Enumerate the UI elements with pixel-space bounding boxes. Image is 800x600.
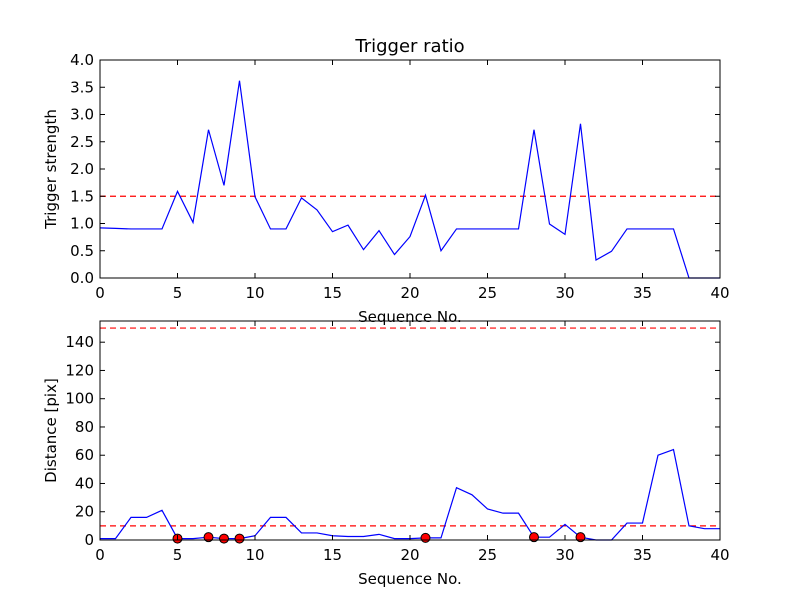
c2-y-tick-label: 80 [75, 418, 94, 436]
c2-plot-frame [99, 320, 721, 541]
c2-x-tick-label: 15 [323, 546, 342, 564]
c2-x-tick-label: 0 [95, 546, 105, 564]
c2-y-tick-label: 140 [65, 333, 94, 351]
c2-y-tick-label: 0 [84, 531, 94, 549]
c1-x-tick-label: 40 [710, 284, 729, 302]
c1-x-tick-label: 25 [478, 284, 497, 302]
c2-y-tick-label: 60 [75, 446, 94, 464]
c2-trigger-marker [234, 533, 245, 544]
trigger-ratio-chart: 0 5 10 15 20 25 30 35 40 0.0 0.5 1.0 1.5 2.0 2.5 3.0 3.5… [42, 36, 730, 326]
c1-y-tick-label: 2.5 [70, 133, 94, 151]
c2-x-tick-label: 20 [400, 546, 419, 564]
c2-y-tick-label: 100 [65, 390, 94, 408]
c1-chart-title: Trigger ratio [354, 36, 464, 57]
c1-series-line-0 [99, 80, 720, 279]
c2-y-tick-label: 40 [75, 474, 94, 492]
c2-trigger-marker [529, 532, 539, 543]
c1-x-tick-label: 20 [400, 284, 419, 302]
c2-x-tick-label: 40 [710, 546, 729, 564]
c2-x-tick-label: 35 [633, 546, 652, 564]
c1-y-tick-label: 2.0 [70, 160, 94, 178]
c2-x-tick-label: 30 [555, 546, 574, 564]
c1-y-tick-label: 1.0 [70, 215, 94, 233]
c1-x-tick-label: 35 [633, 284, 652, 302]
distance-chart: 0 5 10 15 20 25 30 35 40 0 20 40 60 80 100 120 140 Sequen… [42, 320, 730, 588]
c2-x-axis-label: Sequence No. [358, 570, 462, 588]
c1-y-tick-label: 0.0 [70, 269, 94, 287]
c1-x-tick-label: 10 [245, 284, 264, 302]
c1-y-tick-label: 4.0 [70, 51, 94, 69]
c2-trigger-marker [420, 532, 431, 543]
c1-x-tick-label: 30 [555, 284, 574, 302]
c1-x-tick-label: 5 [173, 284, 183, 302]
c2-y-axis-label: Distance [pix] [42, 378, 60, 483]
c2-y-tick-label: 120 [65, 361, 94, 379]
c1-x-tick-label: 0 [95, 284, 105, 302]
c1-y-tick-label: 1.5 [70, 187, 94, 205]
c1-y-tick-label: 3.0 [70, 106, 94, 124]
c1-plot-frame [99, 59, 721, 279]
c2-trigger-marker [219, 533, 229, 544]
c2-x-tick-label: 25 [478, 546, 497, 564]
c2-x-tick-label: 10 [245, 546, 264, 564]
c2-trigger-marker [203, 532, 214, 543]
c2-x-tick-label: 5 [173, 546, 183, 564]
c1-y-tick-label: 0.5 [70, 242, 94, 260]
c1-x-tick-label: 15 [323, 284, 342, 302]
c1-y-axis-label: Trigger strength [42, 109, 60, 230]
c1-y-tick-label: 3.5 [70, 78, 94, 96]
c2-trigger-marker [575, 532, 586, 543]
c2-y-tick-label: 20 [75, 503, 94, 521]
